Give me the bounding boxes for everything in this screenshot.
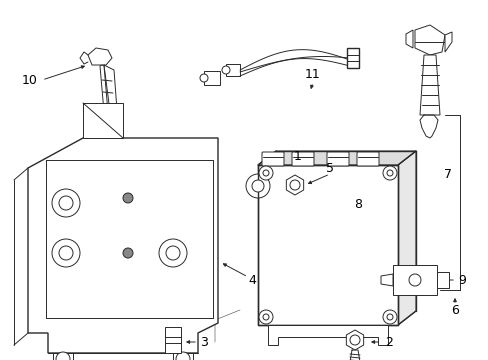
Circle shape bbox=[259, 310, 272, 324]
Polygon shape bbox=[419, 55, 439, 115]
Text: 11: 11 bbox=[305, 68, 320, 81]
Circle shape bbox=[123, 248, 133, 258]
FancyBboxPatch shape bbox=[326, 152, 348, 166]
Text: 10: 10 bbox=[22, 73, 38, 86]
Circle shape bbox=[200, 74, 207, 82]
Polygon shape bbox=[380, 274, 392, 286]
Circle shape bbox=[59, 246, 73, 260]
Circle shape bbox=[382, 310, 396, 324]
Text: 4: 4 bbox=[247, 274, 255, 287]
Circle shape bbox=[52, 189, 80, 217]
Circle shape bbox=[263, 314, 268, 320]
Polygon shape bbox=[286, 175, 303, 195]
Polygon shape bbox=[267, 325, 387, 345]
Circle shape bbox=[263, 170, 268, 176]
Polygon shape bbox=[346, 48, 358, 68]
Text: 9: 9 bbox=[457, 274, 465, 287]
Circle shape bbox=[52, 239, 80, 267]
Polygon shape bbox=[436, 272, 448, 288]
Polygon shape bbox=[83, 103, 123, 138]
Circle shape bbox=[56, 352, 70, 360]
Polygon shape bbox=[100, 65, 112, 158]
Polygon shape bbox=[397, 151, 415, 325]
Polygon shape bbox=[203, 71, 220, 85]
Circle shape bbox=[159, 239, 186, 267]
Circle shape bbox=[408, 274, 420, 286]
Polygon shape bbox=[414, 25, 444, 55]
Text: 3: 3 bbox=[200, 336, 207, 348]
FancyBboxPatch shape bbox=[291, 152, 313, 166]
Text: 1: 1 bbox=[293, 150, 301, 163]
Polygon shape bbox=[365, 207, 389, 222]
Circle shape bbox=[123, 193, 133, 203]
Text: 7: 7 bbox=[443, 168, 451, 181]
Circle shape bbox=[245, 174, 269, 198]
Circle shape bbox=[289, 180, 299, 190]
Circle shape bbox=[59, 196, 73, 210]
Circle shape bbox=[349, 335, 359, 345]
Circle shape bbox=[176, 352, 190, 360]
Text: 2: 2 bbox=[384, 336, 392, 348]
Polygon shape bbox=[28, 138, 218, 353]
Circle shape bbox=[259, 166, 272, 180]
Circle shape bbox=[378, 244, 406, 272]
Polygon shape bbox=[392, 265, 436, 295]
Polygon shape bbox=[164, 327, 181, 353]
FancyBboxPatch shape bbox=[262, 152, 284, 166]
Polygon shape bbox=[88, 48, 112, 65]
Bar bbox=[258, 165, 397, 325]
Circle shape bbox=[165, 246, 180, 260]
Circle shape bbox=[385, 251, 399, 265]
Circle shape bbox=[386, 170, 392, 176]
Polygon shape bbox=[405, 30, 412, 48]
Text: 6: 6 bbox=[450, 303, 458, 316]
Polygon shape bbox=[365, 210, 387, 270]
Circle shape bbox=[382, 166, 396, 180]
Polygon shape bbox=[346, 330, 363, 350]
Polygon shape bbox=[225, 64, 240, 76]
Circle shape bbox=[222, 66, 229, 74]
Polygon shape bbox=[444, 32, 451, 52]
Circle shape bbox=[386, 314, 392, 320]
FancyBboxPatch shape bbox=[356, 152, 378, 166]
Text: 8: 8 bbox=[353, 198, 361, 211]
Circle shape bbox=[251, 180, 264, 192]
Text: 5: 5 bbox=[325, 162, 333, 175]
Polygon shape bbox=[258, 151, 415, 165]
Bar bbox=[258, 165, 397, 325]
